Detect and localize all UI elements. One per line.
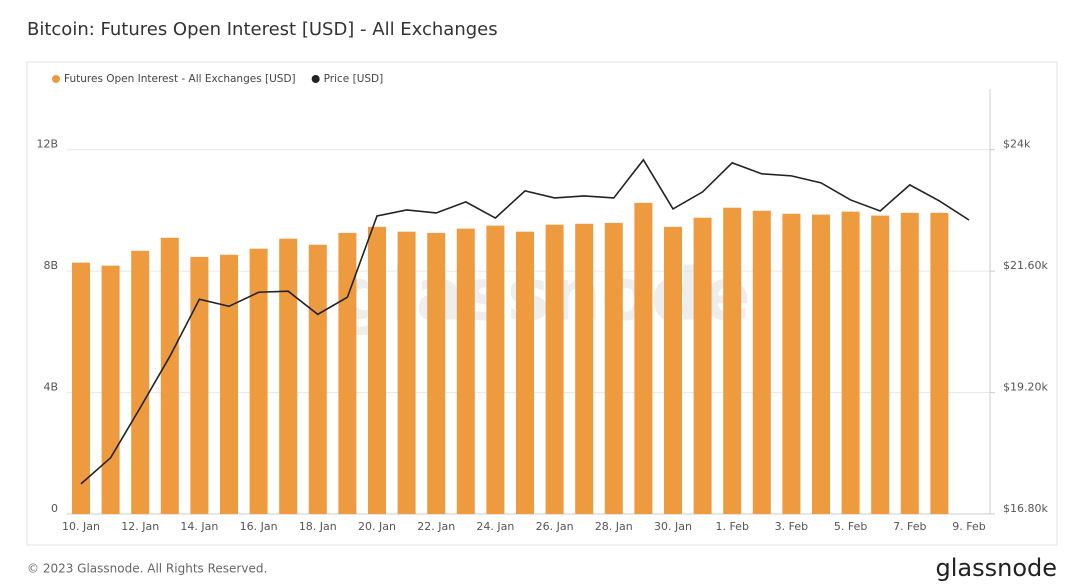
y-tick-label: 8B bbox=[43, 259, 58, 272]
bar bbox=[220, 254, 238, 514]
x-tick-label: 16. Jan bbox=[240, 520, 278, 533]
bar bbox=[930, 212, 949, 514]
x-tick-label: 1. Feb bbox=[715, 520, 748, 533]
bar bbox=[900, 212, 919, 514]
y-tick-label: 12B bbox=[36, 138, 58, 151]
bar bbox=[249, 248, 268, 514]
legend-marker bbox=[311, 75, 320, 83]
legend-marker bbox=[52, 75, 60, 83]
copyright: © 2023 Glassnode. All Rights Reserved. bbox=[27, 562, 267, 576]
bar bbox=[397, 231, 416, 514]
x-tick-label: 24. Jan bbox=[476, 520, 514, 533]
bar bbox=[723, 207, 742, 515]
x-tick-label: 22. Jan bbox=[417, 520, 455, 533]
y2-tick-label: $21.60k bbox=[1003, 259, 1048, 272]
x-tick-label: 10. Jan bbox=[62, 520, 100, 533]
logo: glassnode bbox=[935, 554, 1057, 582]
legend-label: Futures Open Interest - All Exchanges [U… bbox=[64, 73, 296, 85]
bar bbox=[190, 256, 209, 514]
y2-tick-label: $19.20k bbox=[1003, 381, 1048, 394]
bar bbox=[131, 250, 150, 514]
bar bbox=[456, 228, 475, 514]
y-tick-label: 0 bbox=[51, 502, 58, 515]
bar bbox=[634, 202, 653, 514]
x-tick-label: 14. Jan bbox=[180, 520, 218, 533]
bar bbox=[812, 214, 830, 514]
bar bbox=[841, 211, 860, 514]
x-tick-label: 26. Jan bbox=[536, 520, 574, 533]
bar bbox=[693, 217, 712, 514]
bar bbox=[545, 224, 564, 515]
chart-title: Bitcoin: Futures Open Interest [USD] - A… bbox=[27, 19, 498, 40]
x-tick-label: 3. Feb bbox=[775, 520, 808, 533]
chart-frame bbox=[26, 61, 1058, 546]
x-tick-label: 30. Jan bbox=[654, 520, 692, 533]
bar bbox=[338, 232, 357, 514]
bar bbox=[604, 222, 623, 514]
bar bbox=[752, 210, 771, 514]
bar bbox=[486, 225, 505, 514]
x-tick-label: 20. Jan bbox=[358, 520, 396, 533]
x-tick-label: 12. Jan bbox=[121, 520, 159, 533]
bar bbox=[427, 232, 446, 514]
x-tick-label: 28. Jan bbox=[595, 520, 633, 533]
bar bbox=[664, 226, 682, 515]
bar bbox=[575, 223, 594, 515]
bar bbox=[516, 231, 534, 514]
bar bbox=[160, 237, 179, 514]
bar bbox=[279, 238, 298, 515]
bar bbox=[101, 265, 120, 514]
price-line bbox=[80, 158, 970, 485]
y-tick-label: 4B bbox=[43, 381, 58, 394]
y2-tick-label: $24k bbox=[1003, 138, 1031, 151]
bar bbox=[871, 215, 890, 514]
x-tick-label: 7. Feb bbox=[893, 520, 926, 533]
bar bbox=[308, 244, 327, 514]
y2-tick-label: $16.80k bbox=[1003, 502, 1048, 515]
bar bbox=[782, 213, 801, 514]
legend-label: Price [USD] bbox=[324, 73, 384, 85]
x-tick-label: 18. Jan bbox=[299, 520, 337, 533]
x-tick-label: 5. Feb bbox=[834, 520, 867, 533]
bar bbox=[368, 226, 386, 515]
bar bbox=[72, 262, 90, 514]
x-tick-label: 9. Feb bbox=[952, 520, 985, 533]
